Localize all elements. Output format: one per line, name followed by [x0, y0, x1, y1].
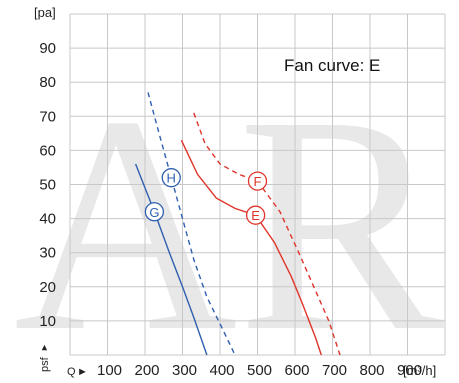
x-tick-label: 500	[247, 362, 272, 379]
grid	[69, 13, 446, 356]
x-tick-label: 800	[359, 362, 384, 379]
y-tick-label: 50	[39, 177, 56, 194]
x-tick-label: 200	[134, 362, 159, 379]
marker-label-f: F	[254, 174, 262, 189]
x-tick-label: 100	[97, 362, 122, 379]
series-line-e	[180, 139, 322, 356]
x-tick-label: 400	[209, 362, 234, 379]
y-tick-label: 80	[39, 74, 56, 91]
series-line-f	[193, 112, 341, 356]
marker-circle-g	[144, 202, 165, 222]
x-tick-label: 700	[322, 362, 347, 379]
marker-circle-h	[161, 168, 181, 188]
marker-label-h: H	[167, 171, 176, 186]
marker-circle-e	[245, 205, 266, 225]
x-axis-arrow: ►	[77, 366, 88, 378]
x-tick-label: 600	[284, 362, 309, 379]
y-tick-label: 40	[39, 211, 56, 228]
x-tick-label: 900	[397, 362, 422, 379]
y-unit-label: [pa]	[34, 5, 56, 20]
y-tick-label: 60	[39, 142, 56, 159]
marker-circle-f	[247, 171, 268, 191]
x-tick-label: 300	[172, 362, 197, 379]
x-axis-ticks: 100 200 300 400 500 600 700 800 900	[97, 362, 422, 379]
marker-label-e: E	[251, 208, 260, 223]
y-tick-label: 30	[39, 245, 56, 262]
y-tick-label: 20	[39, 279, 56, 296]
y-tick-label: 90	[39, 40, 56, 57]
watermark-text: AR	[14, 53, 446, 383]
y-axis-ticks: 10 20 30 40 50 60 70 80 90	[39, 40, 56, 330]
y-side-label: psf	[39, 356, 51, 372]
x-axis-label: Q	[67, 366, 76, 378]
marker-label-g: G	[149, 205, 159, 220]
y-tick-label: 10	[39, 313, 56, 330]
markers-layer: G H E F	[144, 168, 268, 225]
y-tick-label: 70	[39, 108, 56, 125]
chart-annotation: Fan curve: E	[284, 56, 380, 75]
x-unit-label: [m³/h]	[403, 363, 436, 378]
y-side-arrow: ►	[39, 343, 49, 352]
watermark: AR	[14, 53, 446, 383]
